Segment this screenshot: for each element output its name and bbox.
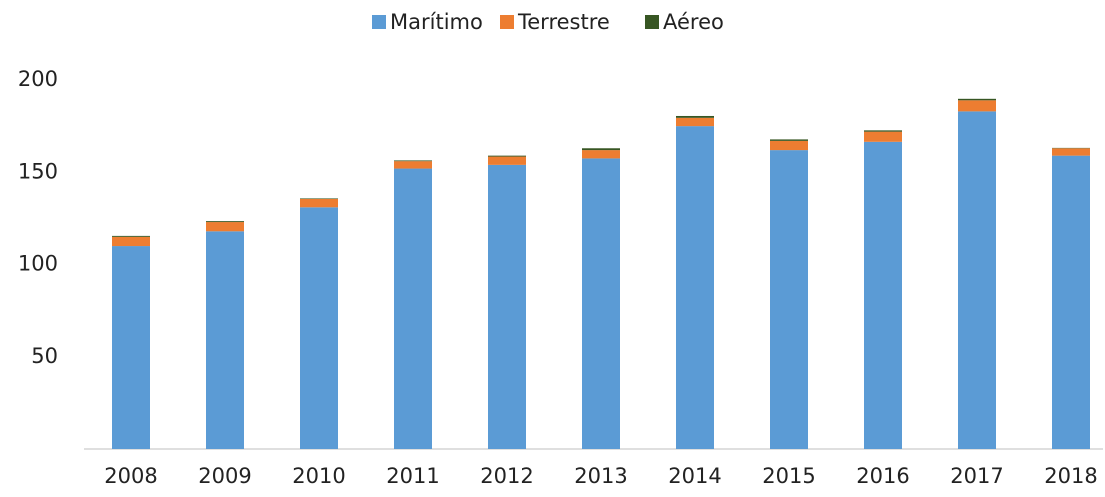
bar-segment: [770, 140, 808, 151]
bar-segment: [206, 231, 244, 449]
bar-segment: [488, 156, 526, 165]
x-tick-label: 2008: [104, 464, 157, 488]
y-tick-label: 150: [18, 159, 58, 183]
bar-segment: [394, 168, 432, 449]
y-tick-label: 50: [31, 344, 58, 368]
x-tick-label: 2017: [950, 464, 1003, 488]
bar-segment: [958, 111, 996, 450]
bar-segment: [488, 164, 526, 449]
x-tick-label: 2012: [480, 464, 533, 488]
bar-segment: [112, 235, 150, 237]
bar-segment: [582, 150, 620, 159]
bar-segment: [394, 161, 432, 169]
bar-segment: [958, 98, 996, 101]
bar-segment: [864, 141, 902, 449]
bar-segment: [300, 198, 338, 200]
x-tick-label: 2013: [574, 464, 627, 488]
bar-segment: [206, 221, 244, 223]
bar-segment: [676, 126, 714, 449]
y-tick-label: 100: [18, 252, 58, 276]
legend-label: Marítimo: [390, 10, 483, 34]
bar-segment: [1052, 155, 1090, 449]
legend-swatch: [645, 15, 659, 29]
bar-segment: [488, 155, 526, 157]
bar-segment: [676, 117, 714, 127]
x-tick-label: 2014: [668, 464, 721, 488]
legend-label: Terrestre: [517, 10, 610, 34]
x-tick-label: 2016: [856, 464, 909, 488]
bar-segment: [864, 131, 902, 142]
legend-swatch: [372, 15, 386, 29]
bar-segment: [112, 236, 150, 247]
y-tick-label: 200: [18, 67, 58, 91]
bar-segment: [300, 207, 338, 449]
bar-segment: [770, 139, 808, 141]
bar-segment: [770, 150, 808, 450]
bar-segment: [1052, 148, 1090, 156]
x-tick-label: 2018: [1044, 464, 1097, 488]
legend-swatch: [500, 15, 514, 29]
legend-label: Aéreo: [663, 10, 724, 34]
bar-segment: [582, 148, 620, 151]
bar-segment: [394, 160, 432, 162]
bar-segment: [864, 130, 902, 132]
bar-segment: [112, 246, 150, 449]
x-tick-label: 2010: [292, 464, 345, 488]
bar-segment: [676, 115, 714, 118]
x-tick-label: 2011: [386, 464, 439, 488]
x-tick-label: 2009: [198, 464, 251, 488]
bar-segment: [958, 100, 996, 112]
bar-segment: [206, 222, 244, 232]
x-tick-label: 2015: [762, 464, 815, 488]
bar-segment: [300, 199, 338, 208]
bar-segment: [582, 158, 620, 449]
